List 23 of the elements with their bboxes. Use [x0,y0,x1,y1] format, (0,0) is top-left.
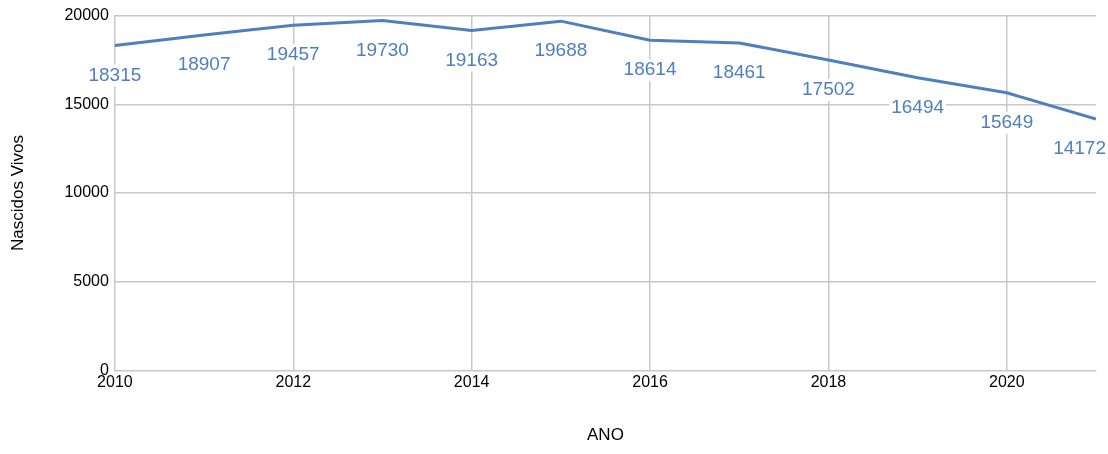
x-tick-label: 2014 [453,373,490,391]
data-label: 19688 [534,39,588,61]
data-label: 18614 [623,58,677,80]
data-label: 17502 [802,78,855,100]
data-label: 15649 [980,111,1034,133]
data-label: 19163 [445,48,499,70]
x-tick-label: 2012 [275,373,312,391]
data-label: 18461 [712,61,766,83]
data-label: 14172 [1053,137,1106,159]
x-tick-label: 2018 [810,373,847,391]
y-tick-label: 15000 [64,94,109,112]
data-label: 19457 [266,43,320,65]
x-tick-label: 2016 [632,373,668,391]
data-label: 16494 [891,96,945,118]
data-label: 18907 [177,53,231,75]
data-label: 19730 [356,38,409,60]
x-tick-label: 2020 [989,373,1025,391]
y-tick-label: 10000 [64,183,109,201]
y-tick-label: 5000 [73,272,109,290]
data-label: 18315 [88,63,142,85]
y-axis-title: Nascidos Vivos [7,135,27,251]
x-axis-title: ANO [587,425,624,445]
y-tick-label: 20000 [64,6,109,24]
